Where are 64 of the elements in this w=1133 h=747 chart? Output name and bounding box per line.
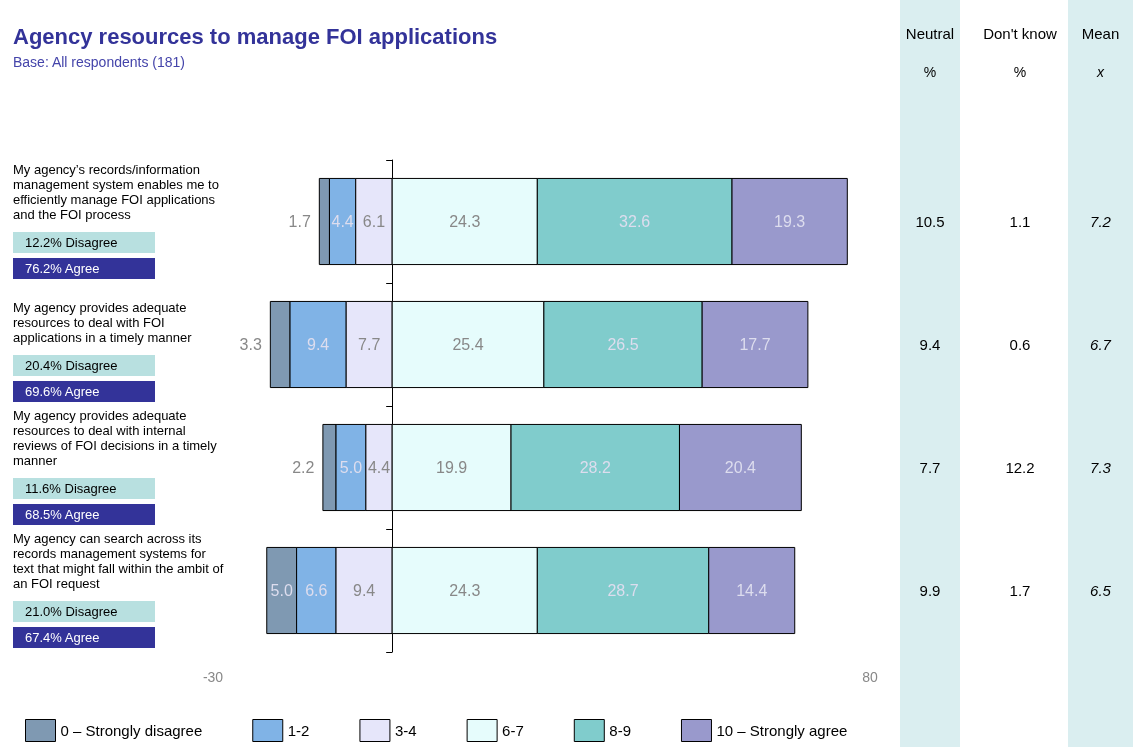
y-tick-label: My agency can search across its records management systems for text that might fall within the ambit of an FOI request: [13, 530, 227, 591]
data-label: 17.7: [739, 336, 771, 353]
text: 12.2: [1004, 457, 1036, 478]
data-label: 3.3: [239, 336, 262, 353]
data-label: 6.1: [362, 213, 386, 230]
text: 0.6: [1008, 334, 1032, 355]
y-tick-label: My agency provides adequate resources to deal with internal reviews of FOI decisions in a timely manner: [13, 407, 221, 468]
text: Don't know: [982, 24, 1058, 44]
y-tick-label: My agency’s records/information management system enables me to efficiently manage FOI applications and the FOI process: [13, 161, 223, 222]
x-tick-label: 80: [862, 669, 878, 685]
text: 10.5: [914, 211, 946, 232]
text: 6.7: [1089, 334, 1113, 355]
text: %: [1012, 63, 1028, 82]
data-label: 14.4: [736, 582, 768, 599]
agree-box: 76.2% Agree: [13, 257, 155, 279]
data-label: 1.7: [288, 213, 311, 230]
data-label: 9.4: [352, 582, 376, 599]
text: 9.4: [918, 334, 942, 355]
agree-box: 67.4% Agree: [13, 626, 155, 648]
legend-label: 1-2: [287, 722, 310, 739]
disagree-box: 11.6% Disagree: [13, 477, 155, 499]
data-label: 20.4: [724, 459, 757, 476]
text: 9.9: [918, 580, 942, 601]
data-label: 4.4: [331, 213, 354, 230]
data-label: 4.4: [367, 459, 391, 476]
text: 7.3: [1089, 457, 1112, 478]
data-label: 19.3: [774, 213, 806, 230]
text: %: [922, 63, 938, 82]
data-label: 6.6: [305, 582, 328, 599]
agree-box: 68.5% Agree: [13, 503, 155, 525]
data-label: 2.2: [292, 459, 315, 476]
legend-label: 10 – Strongly agree: [716, 722, 848, 739]
legend-label: 6-7: [502, 722, 524, 739]
chart-title: Agency resources to manage FOI applications: [13, 23, 498, 49]
data-label: 5.0: [270, 582, 293, 599]
text: 7.2: [1089, 211, 1112, 232]
disagree-box: 12.2% Disagree: [13, 231, 155, 253]
agree-box: 69.6% Agree: [13, 380, 155, 402]
data-label: 26.5: [607, 336, 639, 353]
data-label: 7.7: [358, 336, 381, 353]
y-tick-label: My agency provides adequate resources to deal with FOI applications in a timely manner: [13, 299, 193, 345]
text: x: [1095, 63, 1105, 82]
disagree-box: 20.4% Disagree: [13, 354, 155, 376]
data-label: 24.3: [449, 582, 481, 599]
legend-label: 0 – Strongly disagree: [60, 722, 203, 739]
legend-label: 3-4: [394, 722, 417, 739]
data-label: 24.3: [449, 213, 481, 230]
data-label: 28.2: [579, 459, 611, 476]
text: 1.1: [1008, 211, 1032, 232]
data-label: 28.7: [607, 582, 639, 599]
text: Neutral: [904, 24, 956, 44]
data-label: 19.9: [436, 459, 468, 476]
data-label: 9.4: [306, 336, 330, 353]
disagree-box: 21.0% Disagree: [13, 600, 155, 622]
text: Base: All respondents (181): [13, 54, 185, 70]
text: 1.7: [1008, 580, 1032, 601]
data-label: 5.0: [339, 459, 363, 476]
text: 6.5: [1089, 580, 1112, 601]
data-label: 25.4: [452, 336, 484, 353]
text: Mean: [1081, 25, 1120, 42]
text: 7.7: [918, 457, 942, 478]
legend-label: 8-9: [609, 722, 631, 739]
data-label: 32.6: [619, 213, 651, 230]
x-tick-label: -30: [202, 669, 224, 685]
